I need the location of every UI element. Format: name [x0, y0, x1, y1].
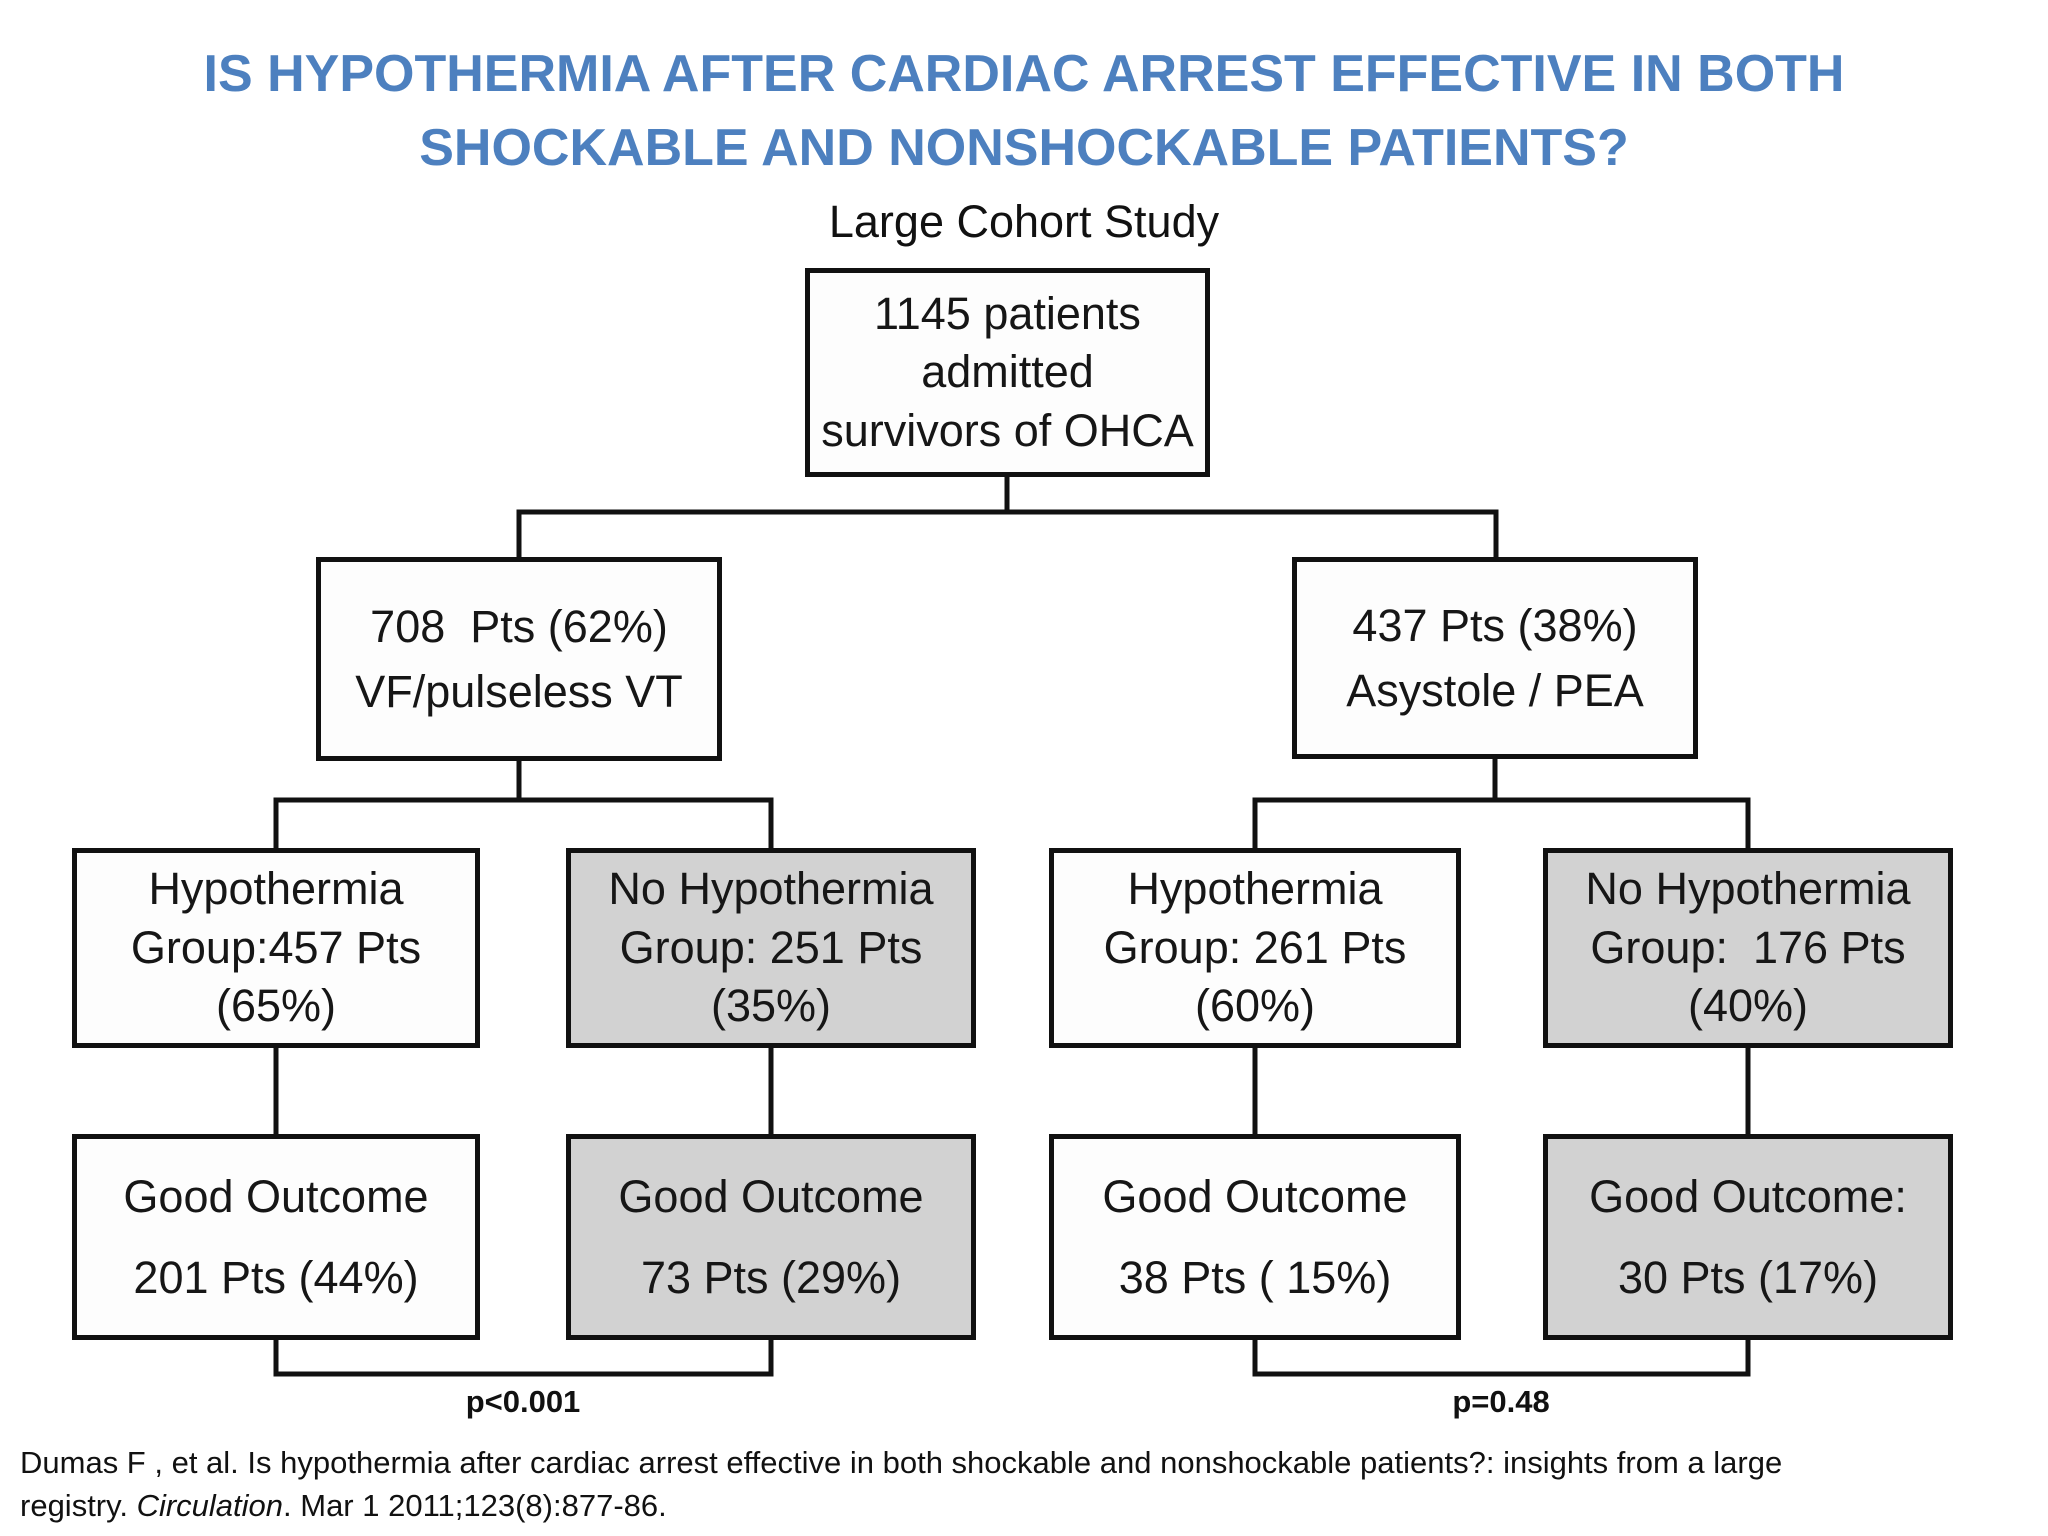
connector-branch-right-to-groups: [1252, 757, 1751, 848]
citation-line2-post: . Mar 1 2011;123(8):877-86.: [283, 1487, 667, 1523]
slide-title-line2: SHOCKABLE AND NONSHOCKABLE PATIENTS?: [419, 118, 1629, 177]
citation-line2-pre: registry.: [20, 1487, 137, 1523]
box-outcome-hypothermia-nonshockable: Good Outcome 38 Pts ( 15%): [1049, 1134, 1461, 1340]
box-line: No Hypothermia: [608, 863, 934, 915]
slide-subtitle: Large Cohort Study: [828, 196, 1220, 247]
box-line: (40%): [1687, 980, 1809, 1032]
box-outcome-no-hypothermia-nonshockable: Good Outcome: 30 Pts (17%): [1543, 1134, 1953, 1340]
box-group-no-hypothermia-shockable: No Hypothermia Group: 251 Pts (35%): [566, 848, 976, 1048]
box-root-admitted-patients: 1145 patients admitted survivors of OHCA: [805, 268, 1210, 477]
box-line: 437 Pts (38%): [1352, 599, 1638, 651]
box-line: Group: 176 Pts: [1590, 921, 1906, 973]
citation-line1: Dumas F , et al. Is hypothermia after ca…: [20, 1445, 1783, 1480]
box-line: 38 Pts ( 15%): [1118, 1251, 1392, 1303]
bracket-pvalue-right: [1252, 1338, 1751, 1377]
box-line: 201 Pts (44%): [133, 1251, 419, 1303]
bracket-pvalue-left: [273, 1338, 774, 1377]
box-line: VF/pulseless VT: [355, 666, 683, 717]
box-line: (35%): [710, 980, 832, 1032]
citation: Dumas F , et al. Is hypothermia after ca…: [20, 1442, 2020, 1528]
box-line: (60%): [1194, 980, 1316, 1032]
p-value-shockable: p<0.001: [465, 1384, 581, 1419]
citation-journal-name: Circulation: [136, 1487, 284, 1523]
box-line: 30 Pts (17%): [1617, 1251, 1879, 1303]
box-group-hypothermia-shockable: Hypothermia Group:457 Pts (65%): [72, 848, 480, 1048]
box-line: Group: 261 Pts: [1103, 921, 1407, 973]
box-line: Good Outcome: [123, 1171, 429, 1223]
box-line: Good Outcome: [618, 1171, 924, 1223]
p-value-nonshockable: p=0.48: [1452, 1384, 1550, 1419]
box-line: 708 Pts (62%): [370, 600, 668, 652]
citation-line2: registry. Circulation. Mar 1 2011;123(8)…: [20, 1485, 2020, 1528]
box-line: No Hypothermia: [1585, 863, 1911, 915]
box-line: admitted: [921, 346, 1094, 398]
box-line: 73 Pts (29%): [640, 1251, 902, 1303]
connector-branch-left-to-groups: [273, 759, 774, 848]
connector-groups-to-outcomes: [273, 1048, 1751, 1134]
box-outcome-no-hypothermia-shockable: Good Outcome 73 Pts (29%): [566, 1134, 976, 1340]
box-line: Asystole / PEA: [1346, 665, 1644, 716]
box-line: Good Outcome: [1102, 1171, 1408, 1223]
box-line: Hypothermia: [1127, 863, 1383, 915]
slide-title: IS HYPOTHERMIA AFTER CARDIAC ARREST EFFE…: [0, 38, 2048, 186]
box-group-hypothermia-nonshockable: Hypothermia Group: 261 Pts (60%): [1049, 848, 1461, 1048]
box-branch-asystole-pea: 437 Pts (38%) Asystole / PEA: [1292, 557, 1698, 759]
box-line: Group: 251 Pts: [619, 921, 923, 973]
box-line: Hypothermia: [148, 863, 404, 915]
box-line: Good Outcome:: [1589, 1171, 1907, 1223]
slide-title-line1: IS HYPOTHERMIA AFTER CARDIAC ARREST EFFE…: [203, 45, 1845, 103]
box-line: Group:457 Pts: [130, 921, 422, 973]
connector-root-to-branches: [516, 475, 1499, 557]
box-group-no-hypothermia-nonshockable: No Hypothermia Group: 176 Pts (40%): [1543, 848, 1953, 1048]
box-line: survivors of OHCA: [821, 404, 1194, 456]
box-line: (65%): [215, 980, 337, 1032]
box-branch-vf-pulseless-vt: 708 Pts (62%) VF/pulseless VT: [316, 557, 722, 761]
box-outcome-hypothermia-shockable: Good Outcome 201 Pts (44%): [72, 1134, 480, 1340]
box-line: 1145 patients: [874, 287, 1141, 339]
